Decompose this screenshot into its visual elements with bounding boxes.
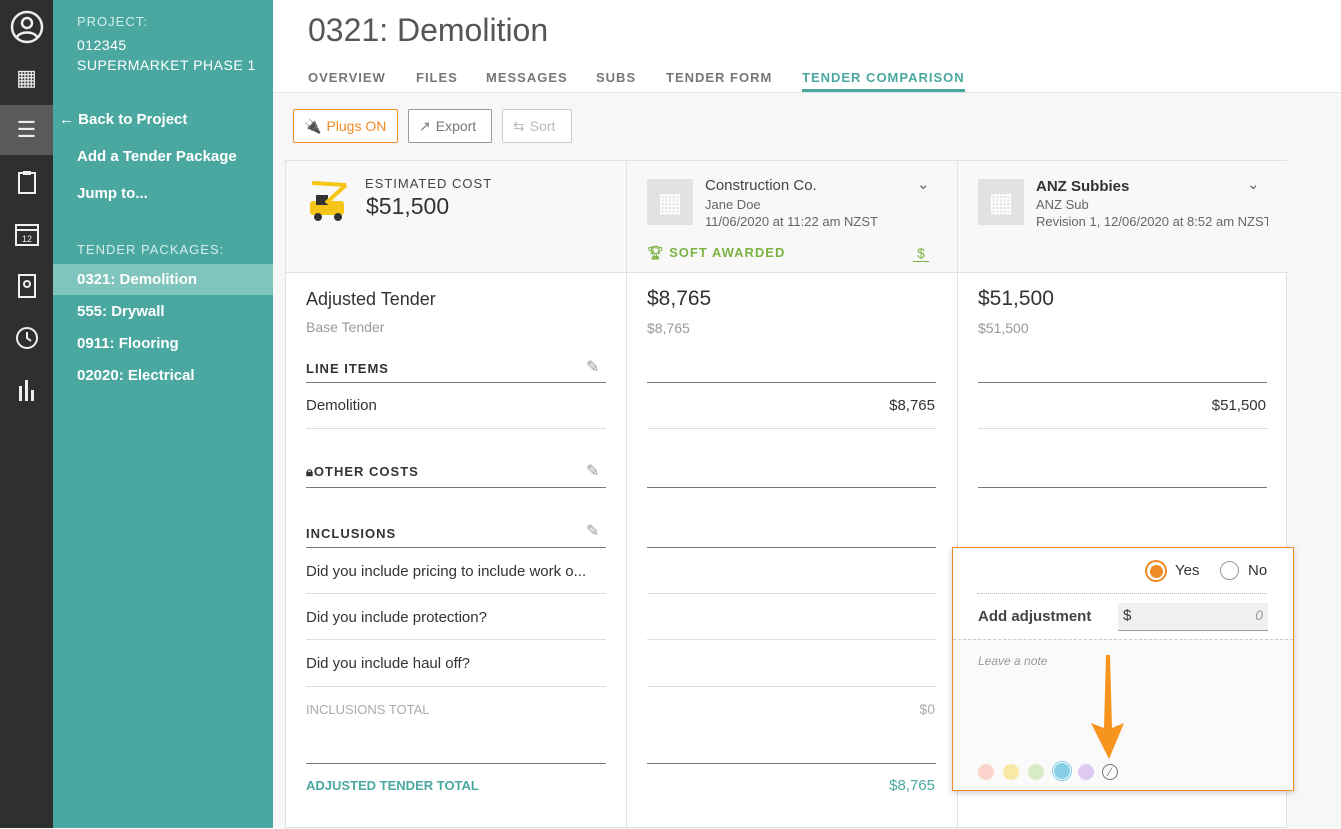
table-header-row	[286, 161, 1288, 273]
line-items-heading: LINE ITEMS	[306, 361, 389, 376]
status-label: SOFT AWARDED	[669, 245, 786, 260]
tab-overview[interactable]: OVERVIEW	[308, 70, 386, 85]
adjusted-tender-value: $51,500	[978, 287, 1054, 310]
project-sidebar: PROJECT: 012345 SUPERMARKET PHASE 1 ← Ba…	[53, 0, 273, 828]
clipboard-icon[interactable]	[0, 157, 53, 207]
calendar-icon[interactable]: 12	[0, 209, 53, 259]
building-icon[interactable]: ▦	[16, 65, 37, 90]
plug-icon: 🔌	[304, 117, 322, 134]
bidder-contact: Jane Doe	[705, 197, 761, 212]
edit-icon[interactable]: ✎	[586, 463, 600, 480]
address-book-icon[interactable]	[0, 261, 53, 311]
no-radio[interactable]	[1220, 561, 1239, 580]
bidder-company: ANZ Subbies	[1036, 178, 1130, 195]
edit-icon[interactable]: ✎	[586, 523, 600, 540]
project-label: PROJECT:	[77, 14, 148, 29]
package-item[interactable]: 02020: Electrical	[77, 367, 195, 384]
other-costs-heading: 🔒︎OTHER COSTS	[306, 464, 419, 479]
arrow-annotation-icon	[1091, 655, 1124, 759]
trophy-icon: 🏆︎	[647, 245, 670, 260]
project-number: 012345	[77, 37, 127, 53]
no-color-icon[interactable]: ⁄	[1102, 764, 1118, 780]
plugs-label: Plugs ON	[326, 118, 387, 134]
chevron-down-icon[interactable]: ⌄	[917, 176, 930, 193]
base-tender-value: $51,500	[978, 320, 1029, 336]
color-swatch-purple[interactable]	[1078, 764, 1094, 780]
inclusion-question: Did you include pricing to include work …	[306, 563, 587, 580]
line-item-value[interactable]: $51,500	[1211, 397, 1266, 414]
base-tender-label: Base Tender	[306, 319, 385, 335]
sort-label: Sort	[529, 118, 556, 134]
chevron-down-icon[interactable]: ⌄	[1247, 176, 1260, 193]
adjustment-value: 0	[1255, 607, 1263, 623]
line-item-demolition: Demolition	[306, 397, 377, 414]
inclusion-adjustment-popover: Yes No Add adjustment $ 0 Leave a note ⁄	[952, 547, 1294, 791]
note-input[interactable]: Leave a note	[978, 654, 1048, 668]
soft-awarded-status: 🏆︎ SOFT AWARDED	[647, 245, 785, 261]
adjusted-tender-value: $8,765	[647, 287, 712, 310]
base-tender-value: $8,765	[647, 320, 690, 336]
estimated-cost-value: $51,500	[366, 193, 450, 219]
company-logo-placeholder: ▦	[978, 179, 1024, 225]
bidder-date: Revision 1, 12/06/2020 at 8:52 am NZST	[1036, 214, 1268, 229]
yes-radio[interactable]	[1145, 560, 1167, 582]
tab-messages[interactable]: MESSAGES	[486, 70, 568, 85]
crane-truck-icon	[306, 179, 354, 223]
project-name: SUPERMARKET PHASE 1	[77, 57, 256, 73]
export-button[interactable]: ↗ Export	[408, 109, 492, 143]
page-header: 0321: Demolition OVERVIEW FILES MESSAGES…	[273, 0, 1341, 93]
bidder-contact: ANZ Sub	[1036, 197, 1089, 212]
add-adjustment-label: Add adjustment	[978, 608, 1092, 625]
inclusions-total-value: $0	[919, 701, 935, 717]
package-item[interactable]: 555: Drywall	[77, 303, 165, 320]
bar-chart-icon[interactable]	[0, 365, 53, 415]
inclusions-total-label: INCLUSIONS TOTAL	[306, 702, 430, 717]
page-title: 0321: Demolition	[308, 12, 549, 48]
icon-rail: ▦ ☰ 12	[0, 0, 53, 828]
jump-to-link[interactable]: Jump to...	[77, 185, 148, 202]
tab-tender-comparison[interactable]: TENDER COMPARISON	[802, 70, 965, 92]
line-item-value[interactable]: $8,765	[889, 397, 935, 414]
bidder-company: Construction Co.	[705, 177, 817, 194]
label-column	[286, 161, 627, 829]
lock-icon: 🔒︎	[306, 464, 314, 479]
company-logo-placeholder: ▦	[647, 179, 693, 225]
inclusion-question: Did you include protection?	[306, 609, 487, 626]
bidder-column	[627, 161, 958, 829]
package-item[interactable]: 0321: Demolition	[53, 264, 273, 295]
adjusted-tender-total-value: $8,765	[889, 777, 935, 794]
inclusion-question: Did you include haul off?	[306, 655, 471, 672]
sort-button[interactable]: ⇆ Sort	[502, 109, 572, 143]
dollar-download-icon[interactable]: $	[913, 245, 929, 262]
color-swatch-blue[interactable]	[1052, 761, 1072, 781]
clock-icon[interactable]	[0, 313, 53, 363]
export-label: Export	[435, 118, 477, 134]
back-to-project-link[interactable]: ← Back to Project	[59, 111, 188, 128]
user-circle-icon[interactable]	[0, 2, 53, 52]
adjustment-input[interactable]: $ 0	[1118, 603, 1268, 631]
currency-symbol: $	[1123, 607, 1132, 624]
external-link-icon: ↗	[419, 117, 431, 134]
tab-files[interactable]: FILES	[416, 70, 458, 85]
bidder-date: 11/06/2020 at 11:22 am NZST	[705, 214, 878, 229]
adjusted-tender-total-label: ADJUSTED TENDER TOTAL	[306, 778, 479, 793]
estimated-cost-label: ESTIMATED COST	[365, 176, 493, 191]
package-item[interactable]: 0911: Flooring	[77, 335, 179, 352]
inclusions-heading: INCLUSIONS	[306, 526, 397, 541]
tab-tender-form[interactable]: TENDER FORM	[666, 70, 773, 85]
no-label: No	[1248, 562, 1268, 579]
tab-subs[interactable]: SUBS	[596, 70, 637, 85]
edit-icon[interactable]: ✎	[586, 359, 600, 376]
adjusted-tender-label: Adjusted Tender	[306, 289, 436, 309]
color-swatch-yellow[interactable]	[1003, 764, 1019, 780]
svg-text:12: 12	[21, 234, 31, 244]
tender-packages-label: TENDER PACKAGES:	[77, 242, 225, 257]
color-swatch-red[interactable]	[978, 764, 994, 780]
color-swatch-green[interactable]	[1028, 764, 1044, 780]
yes-label: Yes	[1175, 562, 1200, 579]
swap-icon: ⇆	[513, 117, 525, 134]
add-tender-package-link[interactable]: Add a Tender Package	[77, 148, 237, 165]
list-icon[interactable]: ☰	[0, 105, 53, 155]
plugs-toggle-button[interactable]: 🔌 Plugs ON	[293, 109, 398, 143]
